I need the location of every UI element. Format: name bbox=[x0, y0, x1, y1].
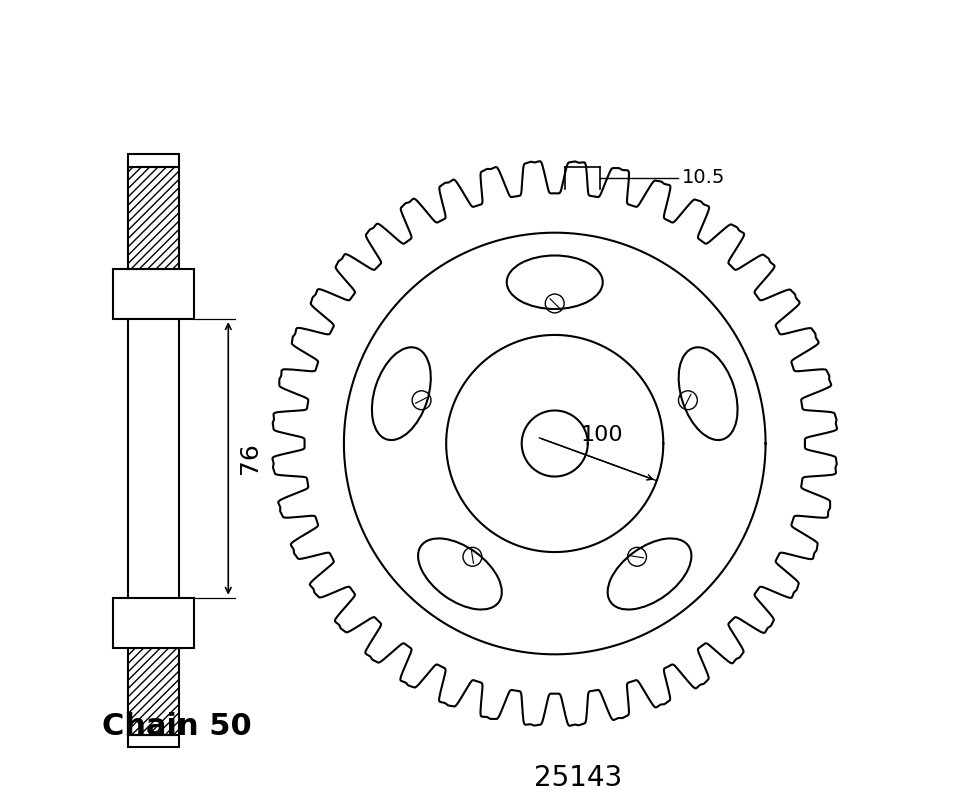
Text: 76: 76 bbox=[238, 443, 262, 475]
Bar bbox=[113, 268, 194, 320]
Bar bbox=[113, 598, 194, 648]
Text: 10.5: 10.5 bbox=[683, 169, 726, 188]
Bar bbox=[128, 734, 180, 747]
Bar bbox=[128, 154, 180, 167]
Text: Chain 50: Chain 50 bbox=[103, 712, 252, 741]
Bar bbox=[128, 648, 180, 734]
Bar bbox=[128, 320, 180, 598]
Text: 25143: 25143 bbox=[534, 765, 622, 793]
Text: 100: 100 bbox=[581, 425, 623, 445]
Bar bbox=[128, 167, 180, 268]
